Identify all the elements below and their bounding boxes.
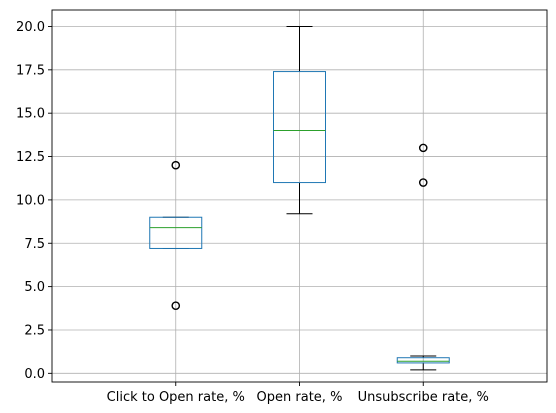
tick-labels: 0.0 2.5 5.0 7.5 10.0 12.5 15.0 17.5 20.0 Click to…: [16, 20, 489, 405]
y-tick-label: 7.5: [24, 237, 45, 252]
box-iqr: [273, 71, 326, 184]
box-series: [149, 25, 450, 371]
y-tick-label: 0.0: [24, 367, 45, 382]
box-iqr: [396, 357, 450, 364]
y-tick-label: 2.5: [24, 323, 45, 338]
x-tick-label: Open rate, %: [257, 390, 343, 405]
y-tick-label: 20.0: [16, 20, 45, 35]
y-tick-label: 10.0: [16, 193, 45, 208]
outlier-point: [171, 301, 181, 310]
x-tick-label: Unsubscribe rate, %: [358, 390, 489, 405]
y-tick-label: 17.5: [16, 63, 45, 78]
axes: [48, 9, 548, 386]
y-tick-label: 12.5: [16, 150, 45, 165]
y-tick-label: 15.0: [16, 107, 45, 122]
y-tick-label: 5.0: [24, 280, 45, 295]
box-iqr: [149, 216, 203, 249]
outlier-point: [418, 178, 428, 187]
outlier-point: [418, 143, 428, 153]
outlier-point: [171, 160, 181, 170]
x-tick-label: Click to Open rate, %: [107, 390, 245, 405]
